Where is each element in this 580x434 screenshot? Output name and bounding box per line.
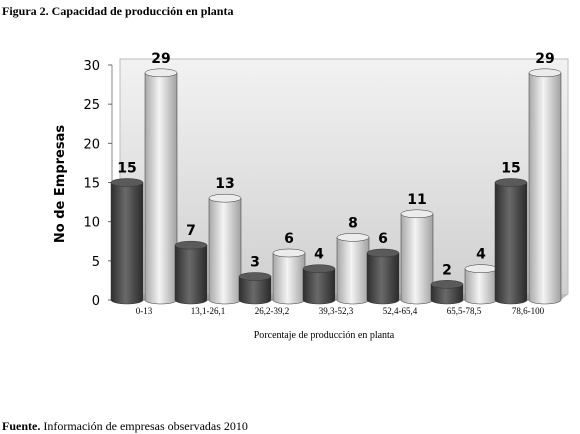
y-tick-label: 25 <box>83 98 100 113</box>
x-tick-label: 0-13 <box>136 306 153 316</box>
bar-dark-5 <box>430 280 464 305</box>
y-tick-label: 15 <box>83 177 100 192</box>
bar-body <box>238 276 272 305</box>
bar-dark-6 <box>494 178 528 305</box>
bars: 15 29 7 13 3 6 4 8 6 11 2 4 15 29 <box>110 51 562 305</box>
figure-title: Figura 2. Capacidad de producción en pla… <box>2 4 234 18</box>
source-note: Fuente. Información de empresas observad… <box>2 419 248 434</box>
x-tick-label: 78,6-100 <box>512 306 545 316</box>
bar-light-4 <box>400 209 434 305</box>
y-tick-label: 30 <box>83 59 100 74</box>
bar-body <box>400 213 434 305</box>
bar-body <box>464 268 498 305</box>
bar-top <box>302 264 336 273</box>
x-tick-label: 65,5-78,5 <box>447 306 482 316</box>
bar-top <box>110 178 144 187</box>
y-tick-label: 5 <box>92 255 100 270</box>
bar-light-1 <box>208 193 242 305</box>
x-axis: 0-13 13,1-26,1 26,2-39,2 39,3-52,3 52,4-65,4… <box>136 306 545 316</box>
bar-top <box>144 68 178 78</box>
bar-body <box>272 252 306 305</box>
data-label: 11 <box>407 192 426 208</box>
bar-top <box>430 280 464 289</box>
data-label: 15 <box>501 161 520 177</box>
bar-top <box>494 178 528 187</box>
bar-body <box>494 182 528 305</box>
data-label: 8 <box>348 215 358 231</box>
bar-body <box>174 244 208 305</box>
bar-body <box>144 72 178 305</box>
x-tick-label: 39,3-52,3 <box>319 306 354 316</box>
x-tick-label: 52,4-65,4 <box>383 306 418 316</box>
data-label: 3 <box>250 255 260 271</box>
bar-top <box>400 209 434 219</box>
bar-light-3 <box>336 233 370 305</box>
bar-top <box>272 248 306 258</box>
data-label: 2 <box>442 262 452 278</box>
bar-dark-0 <box>110 178 144 305</box>
bar-body <box>528 72 562 305</box>
y-tick-label: 0 <box>92 294 100 309</box>
data-label: 15 <box>117 161 136 177</box>
data-label: 29 <box>535 51 554 67</box>
bar-body <box>208 197 242 305</box>
bar-light-2 <box>272 248 306 305</box>
bar-top <box>336 233 370 242</box>
data-label: 13 <box>215 176 234 192</box>
bar-dark-1 <box>174 240 208 305</box>
y-tick-label: 10 <box>83 216 100 231</box>
data-label: 29 <box>151 51 170 67</box>
data-label: 6 <box>378 231 388 247</box>
bar-body <box>302 268 336 305</box>
bar-dark-4 <box>366 248 400 305</box>
bar-chart: 0 5 10 15 20 25 30 15 29 7 13 3 6 4 8 6 11 2 4 15 29 0-13 13… <box>53 51 569 341</box>
data-label: 6 <box>284 231 294 247</box>
bar-body <box>110 182 144 305</box>
bar-light-0 <box>144 68 178 305</box>
x-tick-label: 26,2-39,2 <box>255 306 290 316</box>
bar-top <box>464 264 498 273</box>
bar-top <box>174 240 208 250</box>
bar-dark-2 <box>238 272 272 305</box>
bar-dark-3 <box>302 264 336 305</box>
bar-body <box>366 252 400 305</box>
data-label: 4 <box>476 247 486 263</box>
x-axis-label: Porcentaje de producción en planta <box>254 330 395 341</box>
bar-light-5 <box>464 264 498 305</box>
bar-top <box>528 68 562 78</box>
bar-top <box>208 193 242 203</box>
bar-light-6 <box>528 68 562 305</box>
x-tick-label: 13,1-26,1 <box>191 306 226 316</box>
bar-body <box>430 284 464 305</box>
bar-body <box>336 237 370 305</box>
data-label: 4 <box>314 247 324 263</box>
y-tick-label: 20 <box>83 137 100 152</box>
y-axis: 0 5 10 15 20 25 30 <box>83 59 112 309</box>
bar-top <box>238 272 272 281</box>
y-axis-label: No de Empresas <box>53 125 68 243</box>
source-label: Fuente. <box>2 419 41 433</box>
data-label: 7 <box>186 223 196 239</box>
bar-top <box>366 248 400 258</box>
source-text: Información de empresas observadas 2010 <box>40 419 248 433</box>
